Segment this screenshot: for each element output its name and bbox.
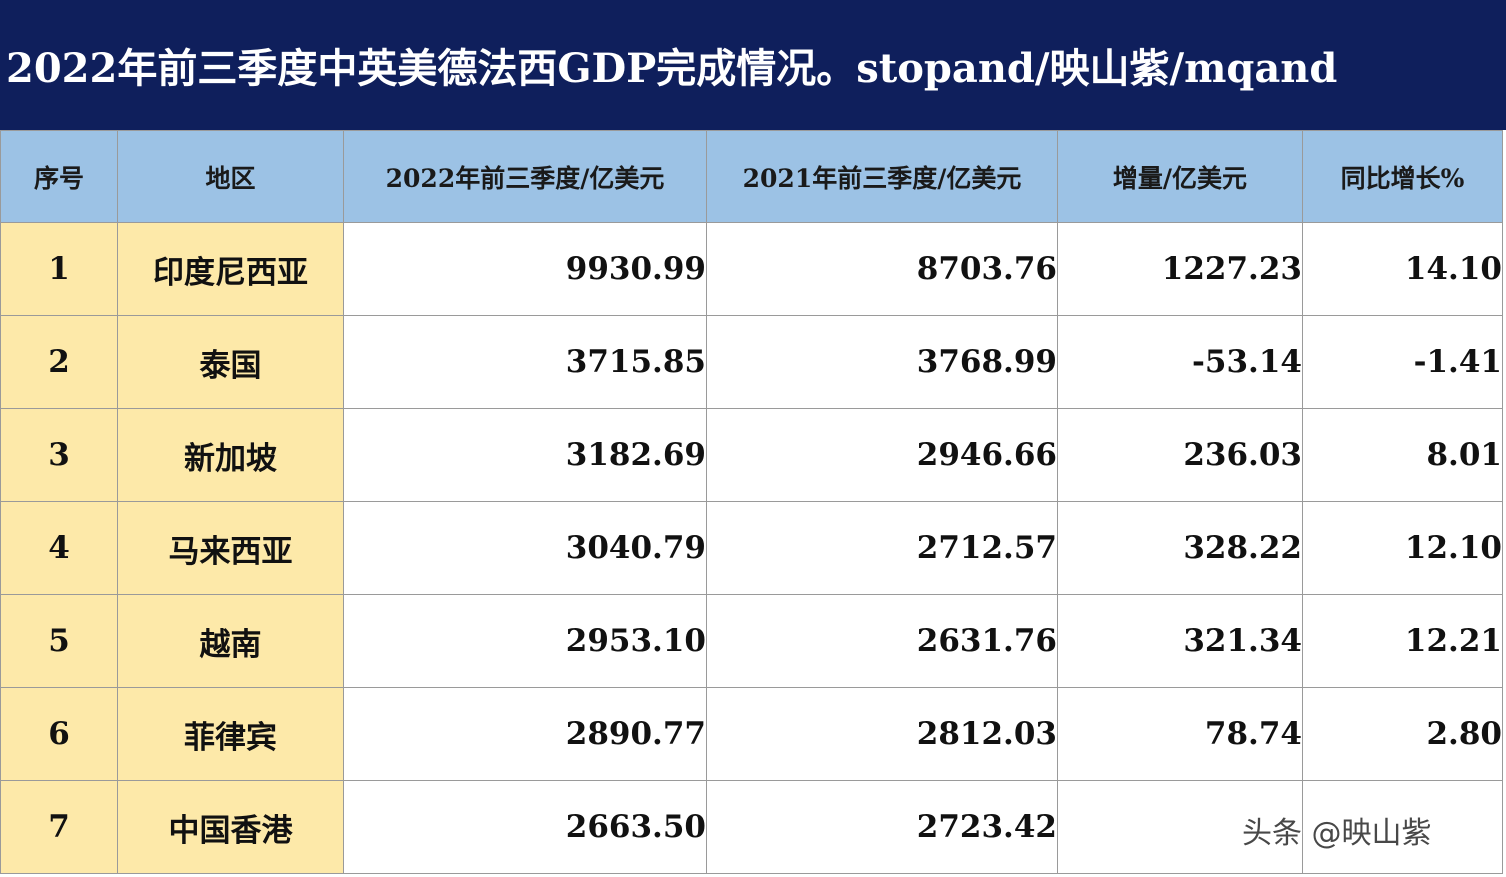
row-gdp-2021: 2631.76 <box>706 594 1058 688</box>
table-row: 5 越南 2953.10 2631.76 321.34 12.21 <box>0 594 1503 688</box>
row-growth: 14.10 <box>1302 222 1503 316</box>
row-index: 1 <box>0 222 118 316</box>
row-growth: 2.80 <box>1302 687 1503 781</box>
row-growth: 8.01 <box>1302 408 1503 502</box>
row-growth <box>1302 780 1503 874</box>
table-row: 6 菲律宾 2890.77 2812.03 78.74 2.80 <box>0 687 1503 781</box>
row-delta: 78.74 <box>1057 687 1303 781</box>
row-index: 3 <box>0 408 118 502</box>
row-gdp-2021: 2723.42 <box>706 780 1058 874</box>
header-delta: 增量/亿美元 <box>1057 130 1303 223</box>
row-delta: 321.34 <box>1057 594 1303 688</box>
row-gdp-2021: 2712.57 <box>706 501 1058 595</box>
table-row: 1 印度尼西亚 9930.99 8703.76 1227.23 14.10 <box>0 222 1503 316</box>
row-gdp-2022: 2890.77 <box>343 687 707 781</box>
gdp-table: 序号 地区 2022年前三季度/亿美元 2021年前三季度/亿美元 增量/亿美元… <box>0 130 1503 874</box>
page-title: 2022年前三季度中英美德法西GDP完成情况。stopand/映山紫/mqand <box>6 45 1338 92</box>
table-row: 2 泰国 3715.85 3768.99 -53.14 -1.41 <box>0 315 1503 409</box>
row-region: 菲律宾 <box>117 687 344 781</box>
row-gdp-2022: 3040.79 <box>343 501 707 595</box>
header-gdp-2022: 2022年前三季度/亿美元 <box>343 130 707 223</box>
header-gdp-2021: 2021年前三季度/亿美元 <box>706 130 1058 223</box>
row-growth: 12.21 <box>1302 594 1503 688</box>
row-region: 越南 <box>117 594 344 688</box>
watermark: 头条 @映山紫 <box>1242 816 1432 851</box>
row-region: 泰国 <box>117 315 344 409</box>
row-gdp-2022: 9930.99 <box>343 222 707 316</box>
row-delta <box>1057 780 1303 874</box>
row-region: 新加坡 <box>117 408 344 502</box>
row-growth: 12.10 <box>1302 501 1503 595</box>
table-row: 4 马来西亚 3040.79 2712.57 328.22 12.10 <box>0 501 1503 595</box>
header-growth: 同比增长% <box>1302 130 1503 223</box>
row-index: 2 <box>0 315 118 409</box>
row-index: 4 <box>0 501 118 595</box>
row-growth: -1.41 <box>1302 315 1503 409</box>
row-delta: 236.03 <box>1057 408 1303 502</box>
row-gdp-2021: 3768.99 <box>706 315 1058 409</box>
row-region: 马来西亚 <box>117 501 344 595</box>
header-region: 地区 <box>117 130 344 223</box>
row-index: 6 <box>0 687 118 781</box>
row-delta: -53.14 <box>1057 315 1303 409</box>
row-gdp-2021: 2946.66 <box>706 408 1058 502</box>
row-gdp-2022: 3715.85 <box>343 315 707 409</box>
table-row: 7 中国香港 2663.50 2723.42 <box>0 780 1503 874</box>
title-bar: 2022年前三季度中英美德法西GDP完成情况。stopand/映山紫/mqand <box>0 0 1506 130</box>
row-gdp-2021: 2812.03 <box>706 687 1058 781</box>
row-index: 7 <box>0 780 118 874</box>
row-delta: 328.22 <box>1057 501 1303 595</box>
table-row: 3 新加坡 3182.69 2946.66 236.03 8.01 <box>0 408 1503 502</box>
row-gdp-2022: 2953.10 <box>343 594 707 688</box>
header-row: 序号 地区 2022年前三季度/亿美元 2021年前三季度/亿美元 增量/亿美元… <box>0 130 1503 223</box>
header-index: 序号 <box>0 130 118 223</box>
row-region: 中国香港 <box>117 780 344 874</box>
row-gdp-2022: 3182.69 <box>343 408 707 502</box>
row-gdp-2022: 2663.50 <box>343 780 707 874</box>
row-delta: 1227.23 <box>1057 222 1303 316</box>
row-index: 5 <box>0 594 118 688</box>
row-region: 印度尼西亚 <box>117 222 344 316</box>
row-gdp-2021: 8703.76 <box>706 222 1058 316</box>
